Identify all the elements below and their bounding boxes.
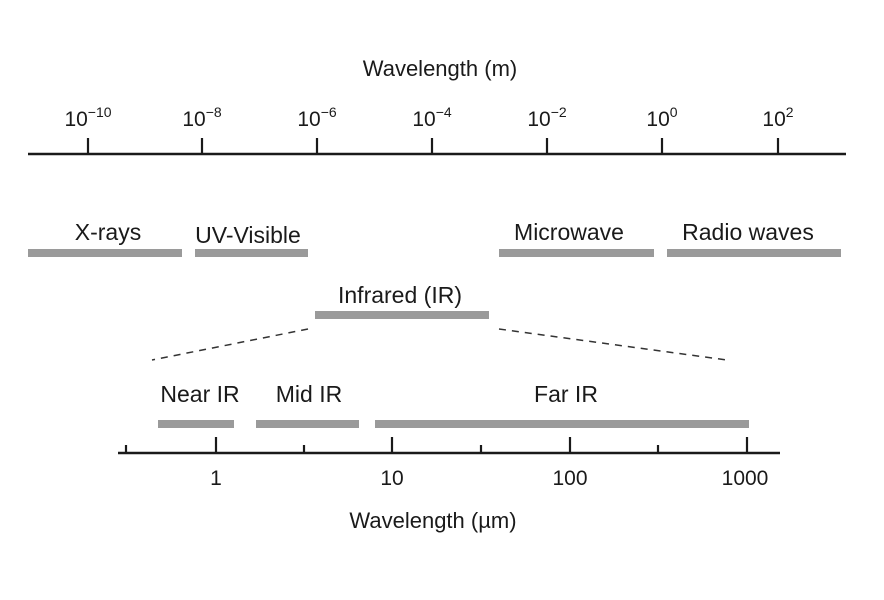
region-bar-microwave	[499, 249, 654, 257]
ir-subregion-label-far: Far IR	[534, 381, 598, 407]
ir-subregion-label-near: Near IR	[160, 381, 239, 407]
top-tick-label: 10−2	[527, 104, 567, 131]
top-tick-label: 100	[646, 104, 677, 131]
bottom-tick-label: 10	[380, 467, 403, 490]
region-bar-xrays	[28, 249, 182, 257]
region-label-xrays: X-rays	[75, 219, 141, 245]
bottom-tick-label: 1	[210, 467, 222, 490]
region-label-infrared: Infrared (IR)	[338, 282, 462, 308]
ir-subregion-bar-mid	[256, 420, 359, 428]
bottom-tick-label: 100	[552, 467, 587, 490]
top-tick-label: 10−10	[64, 104, 111, 131]
region-bar-infrared	[315, 311, 489, 319]
region-label-uv-visible: UV-Visible	[195, 222, 301, 248]
region-bar-radio-waves	[667, 249, 841, 257]
top-axis-tick-labels: 10−10 10−8 10−6 10−4 10−2 100 102	[64, 104, 793, 131]
bottom-tick-label: 1000	[722, 467, 769, 490]
zoom-dashed-line-right	[498, 328, 728, 361]
ir-subregion-bar-far	[375, 420, 749, 428]
bottom-axis-major-ticks	[214, 437, 749, 453]
top-tick-label: 10−6	[297, 104, 337, 131]
zoom-dashed-line-left	[151, 328, 309, 361]
region-label-radio-waves: Radio waves	[682, 219, 814, 245]
top-tick-label: 102	[762, 104, 793, 131]
top-axis-title: Wavelength (m)	[363, 56, 517, 81]
bottom-axis-minor-ticks	[124, 445, 660, 453]
region-label-microwave: Microwave	[514, 219, 624, 245]
bottom-axis-tick-labels: 1 10 100 1000	[210, 467, 768, 490]
top-tick-label: 10−4	[412, 104, 452, 131]
top-axis-ticks	[86, 138, 780, 154]
bottom-axis-title: Wavelength (µm)	[349, 508, 516, 533]
ir-subregion-bar-near	[158, 420, 234, 428]
region-bar-uv-visible	[195, 249, 308, 257]
top-tick-label: 10−8	[182, 104, 222, 131]
ir-subregion-label-mid: Mid IR	[276, 381, 342, 407]
